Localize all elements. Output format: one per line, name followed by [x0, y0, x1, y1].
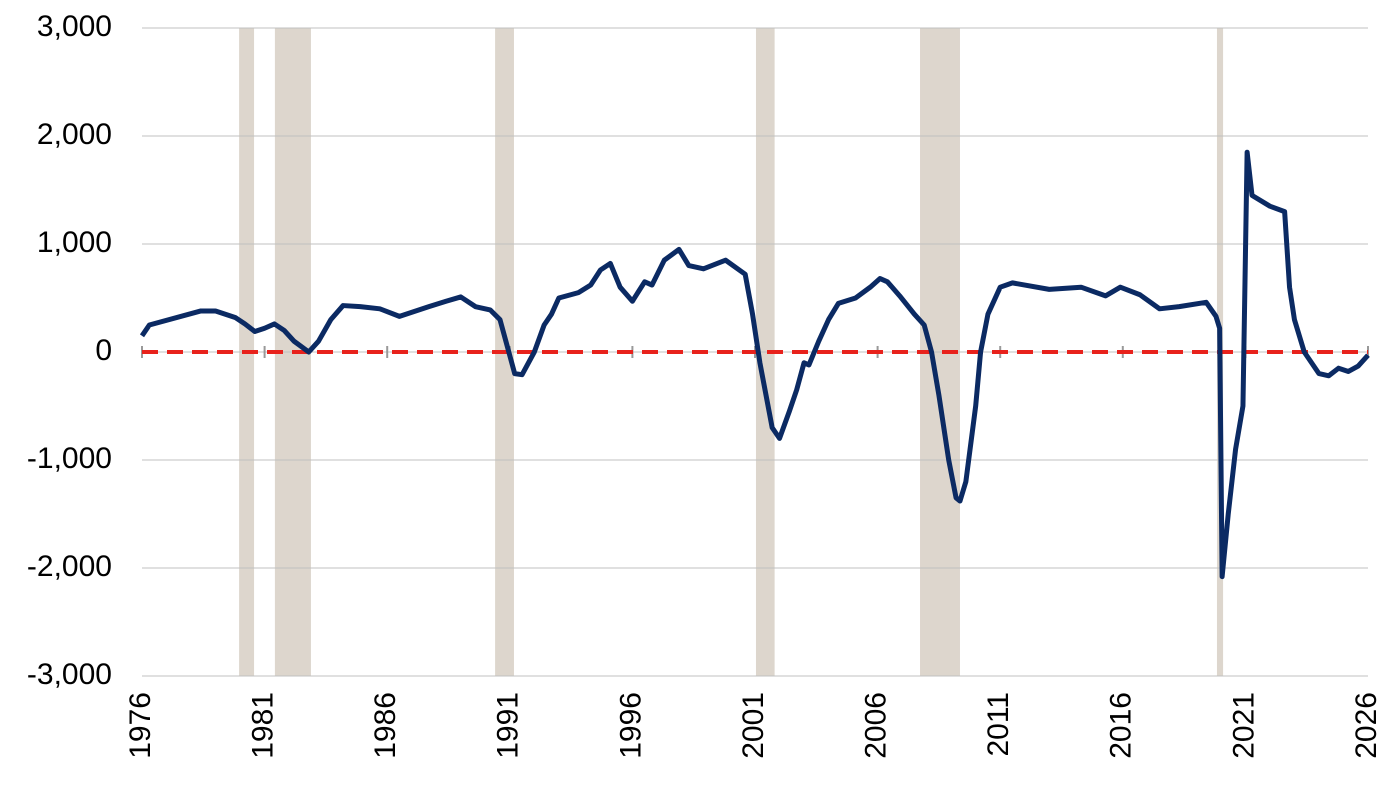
y-tick-label: -3,000 — [27, 658, 112, 691]
x-tick-label: 2021 — [1227, 692, 1260, 759]
x-tick-label: 1996 — [614, 692, 647, 759]
y-tick-label: 0 — [95, 334, 112, 367]
y-tick-label: 2,000 — [37, 118, 112, 151]
x-tick-label: 1981 — [247, 692, 280, 759]
x-tick-label: 1976 — [124, 692, 157, 759]
x-tick-label: 2026 — [1350, 692, 1380, 759]
x-tick-label: 2006 — [860, 692, 893, 759]
x-tick-label: 2016 — [1105, 692, 1138, 759]
x-tick-label: 1991 — [492, 692, 525, 759]
y-tick-label: -1,000 — [27, 442, 112, 475]
y-tick-label: -2,000 — [27, 550, 112, 583]
x-tick-label: 2001 — [737, 692, 770, 759]
y-tick-label: 1,000 — [37, 226, 112, 259]
data-line — [139, 149, 1370, 580]
y-tick-label: 3,000 — [37, 10, 112, 43]
x-tick-label: 2011 — [982, 692, 1015, 757]
x-tick-label: 1986 — [369, 692, 402, 759]
